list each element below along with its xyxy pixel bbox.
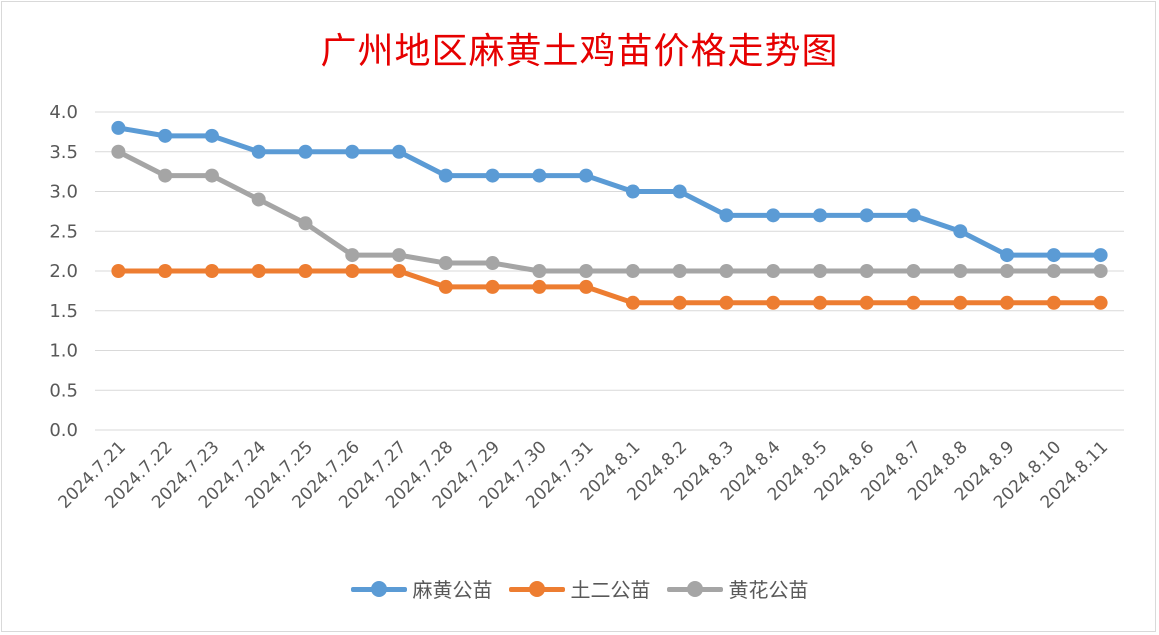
data-point [158, 128, 173, 143]
data-point [111, 120, 126, 135]
data-point [859, 264, 874, 278]
data-point [625, 295, 640, 310]
data-point [298, 264, 313, 278]
legend-swatch [666, 579, 723, 599]
data-point [345, 144, 360, 159]
data-point [251, 192, 266, 207]
data-point [1000, 295, 1015, 310]
data-point [672, 295, 687, 310]
data-point [532, 279, 547, 294]
legend-label: 黄花公苗 [728, 578, 809, 602]
data-point [392, 144, 407, 159]
data-point [1093, 295, 1108, 310]
data-point [532, 168, 547, 183]
series-line-0 [115, 125, 1104, 258]
data-point [158, 264, 173, 278]
data-point [345, 264, 360, 278]
data-point [672, 184, 687, 199]
data-point [345, 248, 360, 263]
data-point [1000, 264, 1015, 278]
data-point [766, 295, 781, 310]
data-point [906, 208, 921, 223]
series-line-1 [115, 268, 1104, 306]
data-point [111, 144, 126, 159]
data-point [579, 264, 594, 278]
data-point [251, 264, 266, 278]
series-line-2 [115, 149, 1104, 274]
data-point [1093, 248, 1108, 263]
data-point [1046, 248, 1061, 263]
data-point [906, 264, 921, 278]
data-point [485, 256, 500, 271]
data-point [625, 264, 640, 278]
legend-swatch [508, 579, 565, 599]
y-tick-label: 3.0 [49, 182, 78, 203]
y-tick-label: 2.0 [49, 261, 78, 282]
data-point [438, 168, 453, 183]
data-point [579, 168, 594, 183]
data-point [1000, 248, 1015, 263]
legend-label: 麻黄公苗 [412, 578, 493, 602]
data-point [859, 295, 874, 310]
y-tick-label: 3.5 [49, 142, 78, 163]
data-point [111, 264, 126, 278]
data-point [625, 184, 640, 199]
data-point [812, 295, 827, 310]
data-point [392, 264, 407, 278]
y-tick-label: 4.0 [49, 102, 78, 123]
data-point [204, 128, 219, 143]
y-tick-label: 0.0 [49, 420, 78, 441]
data-point [204, 264, 219, 278]
y-tick-label: 1.5 [49, 301, 78, 322]
data-point [1046, 264, 1061, 278]
legend-swatch [350, 579, 407, 599]
data-point [766, 208, 781, 223]
legend-item: 黄花公苗 [666, 574, 809, 603]
legend-item: 土二公苗 [508, 574, 651, 603]
data-point [1093, 264, 1108, 278]
data-point [251, 144, 266, 159]
data-point [859, 208, 874, 223]
data-point [766, 264, 781, 278]
data-point [204, 168, 219, 183]
data-point [438, 279, 453, 294]
legend: 麻黄公苗 土二公苗 黄花公苗 [0, 574, 1159, 603]
data-point [719, 208, 734, 223]
data-point [906, 295, 921, 310]
data-point [298, 216, 313, 231]
legend-item: 麻黄公苗 [350, 574, 493, 603]
y-tick-label: 0.5 [49, 380, 78, 401]
data-point [953, 264, 968, 278]
data-point [719, 264, 734, 278]
data-point [579, 279, 594, 294]
data-point [485, 279, 500, 294]
data-point [953, 295, 968, 310]
data-point [438, 256, 453, 271]
data-point [532, 264, 547, 278]
data-point [719, 295, 734, 310]
data-point [158, 168, 173, 183]
y-tick-label: 2.5 [49, 221, 78, 242]
y-tick-label: 1.0 [49, 341, 78, 362]
data-point [953, 224, 968, 239]
data-point [392, 248, 407, 263]
data-point [485, 168, 500, 183]
data-point [812, 264, 827, 278]
data-point [672, 264, 687, 278]
data-point [1046, 295, 1061, 310]
data-point [812, 208, 827, 223]
legend-label: 土二公苗 [570, 578, 651, 602]
data-point [298, 144, 313, 159]
chart-title: 广州地区麻黄土鸡苗价格走势图 [320, 31, 839, 72]
